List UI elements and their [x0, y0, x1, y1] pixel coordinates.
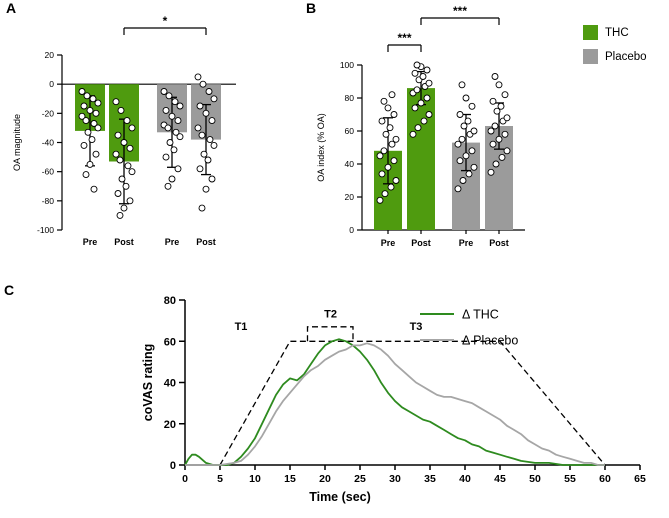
svg-text:100: 100 [340, 60, 354, 70]
panel-c-label: C [4, 282, 15, 298]
svg-text:Post: Post [196, 237, 216, 247]
svg-text:Pre: Pre [83, 237, 98, 247]
svg-text:Δ Placebo: Δ Placebo [462, 334, 518, 348]
svg-text:65: 65 [634, 473, 646, 485]
svg-text:***: *** [397, 31, 411, 45]
svg-text:-100: -100 [37, 225, 54, 235]
svg-text:Pre: Pre [381, 238, 396, 248]
svg-text:-20: -20 [42, 108, 55, 118]
legend-item-placebo: Placebo [583, 49, 647, 64]
legend-item-thc: THC [583, 25, 647, 40]
thc-legend-label: THC [605, 26, 629, 39]
svg-text:*: * [163, 14, 168, 28]
svg-text:Post: Post [489, 238, 509, 248]
svg-text:5: 5 [217, 473, 223, 485]
svg-text:60: 60 [164, 336, 176, 348]
svg-text:35: 35 [424, 473, 436, 485]
svg-text:20: 20 [45, 50, 55, 60]
placebo-color-swatch [583, 49, 598, 64]
svg-text:20: 20 [164, 419, 176, 431]
svg-text:40: 40 [345, 159, 355, 169]
svg-text:60: 60 [345, 126, 355, 136]
svg-text:Post: Post [411, 238, 431, 248]
svg-text:80: 80 [345, 93, 355, 103]
panel-a-label: A [6, 0, 17, 16]
svg-text:30: 30 [389, 473, 401, 485]
svg-text:80: 80 [164, 295, 176, 307]
svg-text:45: 45 [494, 473, 506, 485]
svg-text:Post: Post [114, 237, 134, 247]
svg-text:0: 0 [349, 225, 354, 235]
svg-text:OA magnitude: OA magnitude [12, 114, 22, 171]
svg-text:20: 20 [345, 192, 355, 202]
svg-text:Pre: Pre [459, 238, 474, 248]
svg-text:15: 15 [284, 473, 296, 485]
placebo-legend-label: Placebo [605, 50, 647, 63]
svg-text:-40: -40 [42, 138, 55, 148]
svg-text:10: 10 [249, 473, 261, 485]
svg-text:0: 0 [49, 79, 54, 89]
svg-text:0: 0 [182, 473, 188, 485]
panel-a-chart: 20 0 -20 -40 -60 -80 -100 Pre Post Pre Post * OA mag… [12, 14, 236, 247]
svg-text:60: 60 [599, 473, 611, 485]
thc-color-swatch [583, 25, 598, 40]
svg-text:0: 0 [170, 460, 176, 472]
svg-text:40: 40 [164, 378, 176, 390]
svg-text:Δ THC: Δ THC [462, 308, 499, 322]
panel-c-chart: 0 20 40 60 80 0 5 10 15 20 25 30 35 40 45 50 55 60 65 T1 T2 T… [141, 295, 646, 504]
figure-legend: THC Placebo [583, 25, 647, 73]
panel-b-chart: 0 20 40 60 80 100 Pre Post Pre Post *** *** OA index… [316, 4, 525, 248]
svg-text:20: 20 [319, 473, 331, 485]
svg-text:40: 40 [459, 473, 471, 485]
svg-text:-80: -80 [42, 196, 55, 206]
svg-text:Pre: Pre [165, 237, 180, 247]
svg-text:OA index (% OA): OA index (% OA) [316, 113, 326, 182]
panel-b-label: B [306, 0, 317, 16]
svg-text:Time (sec): Time (sec) [309, 490, 371, 504]
svg-text:T1: T1 [235, 321, 248, 333]
svg-text:25: 25 [354, 473, 366, 485]
svg-text:***: *** [453, 4, 467, 18]
svg-text:T2: T2 [324, 309, 337, 321]
svg-text:T3: T3 [410, 321, 423, 333]
svg-text:coVAS rating: coVAS rating [141, 344, 155, 422]
svg-text:-60: -60 [42, 167, 55, 177]
svg-text:55: 55 [564, 473, 576, 485]
svg-text:50: 50 [529, 473, 541, 485]
